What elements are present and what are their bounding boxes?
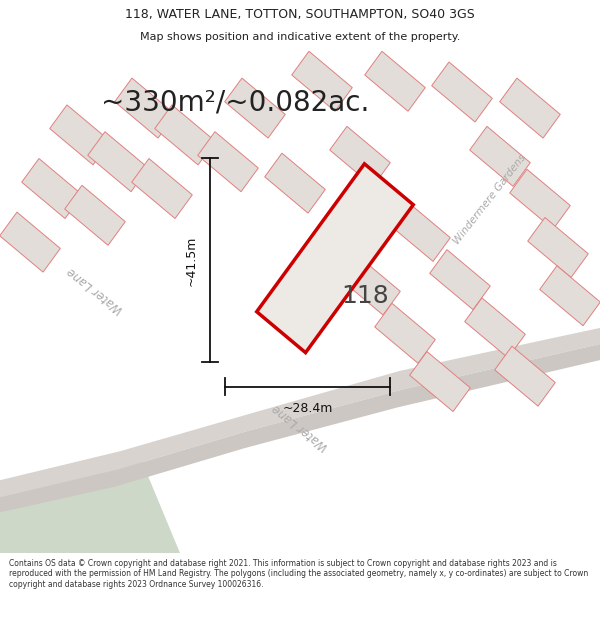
- Text: Water Lane: Water Lane: [65, 264, 125, 316]
- Polygon shape: [430, 249, 490, 309]
- Polygon shape: [390, 201, 450, 261]
- Polygon shape: [65, 186, 125, 245]
- Polygon shape: [155, 105, 215, 165]
- Polygon shape: [0, 212, 60, 272]
- Polygon shape: [375, 303, 435, 363]
- Polygon shape: [410, 351, 470, 411]
- Polygon shape: [365, 51, 425, 111]
- Polygon shape: [432, 62, 492, 122]
- Polygon shape: [470, 126, 530, 186]
- Polygon shape: [330, 126, 390, 186]
- Polygon shape: [22, 159, 82, 219]
- Polygon shape: [265, 153, 325, 213]
- Polygon shape: [292, 51, 352, 111]
- Text: 118, WATER LANE, TOTTON, SOUTHAMPTON, SO40 3GS: 118, WATER LANE, TOTTON, SOUTHAMPTON, SO…: [125, 8, 475, 21]
- Polygon shape: [510, 169, 570, 229]
- Text: ~330m²/~0.082ac.: ~330m²/~0.082ac.: [101, 89, 369, 117]
- Polygon shape: [198, 132, 258, 192]
- Polygon shape: [225, 78, 285, 138]
- Text: Windermere Gardens: Windermere Gardens: [452, 152, 528, 246]
- Polygon shape: [0, 328, 600, 498]
- Polygon shape: [465, 298, 525, 358]
- Polygon shape: [540, 266, 600, 326]
- Text: Water Lane: Water Lane: [269, 401, 331, 452]
- Polygon shape: [88, 132, 148, 192]
- Polygon shape: [500, 78, 560, 138]
- Text: Contains OS data © Crown copyright and database right 2021. This information is : Contains OS data © Crown copyright and d…: [9, 559, 588, 589]
- Text: ~28.4m: ~28.4m: [283, 402, 332, 415]
- Polygon shape: [0, 457, 180, 553]
- Polygon shape: [50, 105, 110, 165]
- Polygon shape: [340, 255, 400, 315]
- Polygon shape: [495, 346, 555, 406]
- Polygon shape: [132, 159, 192, 219]
- Polygon shape: [528, 217, 588, 278]
- Polygon shape: [257, 164, 413, 352]
- Text: 118: 118: [341, 284, 389, 308]
- Polygon shape: [0, 344, 600, 512]
- Polygon shape: [115, 78, 175, 138]
- Text: Map shows position and indicative extent of the property.: Map shows position and indicative extent…: [140, 32, 460, 42]
- Text: ~41.5m: ~41.5m: [185, 235, 198, 286]
